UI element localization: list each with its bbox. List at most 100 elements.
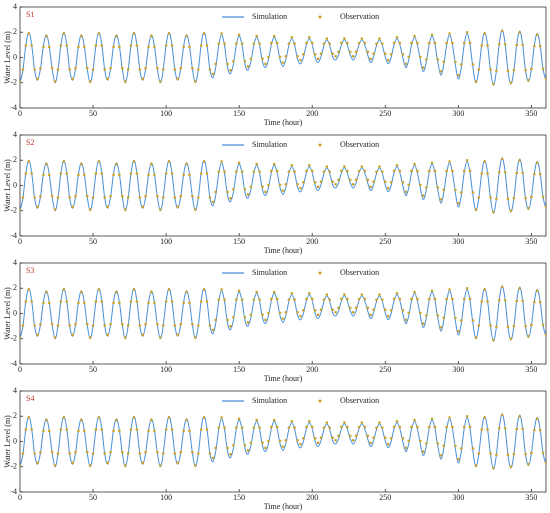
observation-point (462, 169, 466, 173)
observation-point (59, 172, 63, 175)
observation-point (366, 306, 370, 310)
observation-point (483, 416, 486, 419)
observation-point (226, 62, 229, 66)
observation-point (36, 461, 39, 465)
observation-point (272, 418, 276, 422)
observation-point (389, 181, 393, 184)
observation-point (39, 322, 42, 326)
x-tick-label: 250 (379, 493, 391, 502)
observation-point (173, 196, 177, 199)
observation-point (264, 318, 267, 322)
observation-point (103, 68, 107, 71)
observation-point (191, 66, 194, 70)
observation-point (451, 41, 454, 45)
observation-point (433, 297, 437, 301)
observation-point (129, 428, 133, 431)
observation-point (343, 293, 346, 296)
observation-point (161, 196, 165, 199)
legend-label: Observation (340, 268, 379, 277)
observation-point (182, 173, 185, 177)
observation-point (407, 55, 410, 59)
y-tick-label: 0 (13, 308, 17, 317)
observation-point (392, 41, 396, 45)
observation-point (214, 190, 218, 194)
observation-point (366, 434, 370, 438)
observation-point (465, 30, 469, 34)
observation-point (185, 418, 188, 422)
observation-point (442, 444, 446, 448)
observation-point (129, 44, 133, 47)
observation-point (153, 429, 156, 433)
observation-point (433, 41, 437, 45)
observation-point (290, 420, 294, 423)
observation-point (302, 437, 305, 440)
observation-point (272, 162, 276, 166)
observation-point (337, 50, 340, 54)
observation-point (421, 66, 425, 69)
observation-point (530, 323, 533, 327)
observation-point (497, 298, 501, 302)
observation-point (340, 425, 343, 429)
observation-point (141, 205, 145, 209)
x-tick-label: 300 (452, 109, 464, 118)
observation-point (287, 170, 291, 173)
observation-point (202, 288, 206, 291)
observation-point (80, 290, 83, 294)
y-tick-label: -4 (10, 487, 17, 496)
legend-label: Observation (340, 12, 379, 21)
observation-point (448, 32, 451, 35)
observation-point (515, 43, 519, 47)
observation-point (331, 180, 334, 184)
observation-point (249, 313, 253, 317)
observation-point (246, 193, 250, 196)
observation-point (302, 53, 305, 56)
x-axis-label: Time (hour) (264, 118, 303, 127)
observation-point (232, 187, 235, 191)
observation-point (205, 300, 209, 303)
observation-point (357, 41, 361, 45)
observation-point (194, 80, 197, 83)
observation-point (468, 297, 472, 301)
observation-point (176, 461, 180, 465)
observation-point (360, 421, 364, 424)
observation-point (176, 333, 180, 337)
x-tick-label: 100 (160, 237, 172, 246)
observation-point (56, 452, 60, 455)
observation-point (337, 434, 340, 438)
observation-point (53, 464, 57, 467)
y-tick-label: -4 (10, 231, 17, 240)
observation-point (45, 162, 48, 166)
observation-point (82, 173, 86, 177)
observation-point (430, 161, 434, 165)
observation-point (205, 428, 209, 431)
observation-point (378, 165, 381, 168)
observation-point (524, 68, 527, 72)
observation-point (419, 311, 422, 315)
observation-point (62, 32, 66, 35)
observation-point (56, 196, 60, 199)
observation-point (392, 297, 396, 301)
observation-point (535, 417, 539, 421)
observation-point (158, 464, 162, 467)
observation-point (416, 169, 419, 173)
observation-point (261, 313, 264, 317)
observation-point (36, 333, 39, 337)
observation-point (164, 172, 168, 175)
observation-point (100, 172, 104, 175)
observation-point (182, 429, 185, 433)
observation-point (372, 180, 375, 184)
simulation-line (20, 29, 546, 86)
observation-point (293, 426, 296, 429)
observation-point (158, 336, 162, 339)
observation-point (270, 41, 273, 45)
legend-label: Simulation (252, 396, 287, 405)
observation-point (284, 54, 288, 58)
observation-point (208, 324, 212, 327)
observation-point (100, 44, 104, 47)
observation-point (328, 298, 332, 301)
observation-point (343, 165, 346, 168)
observation-point (503, 42, 507, 46)
observation-point (404, 62, 408, 66)
observation-point (480, 428, 484, 431)
